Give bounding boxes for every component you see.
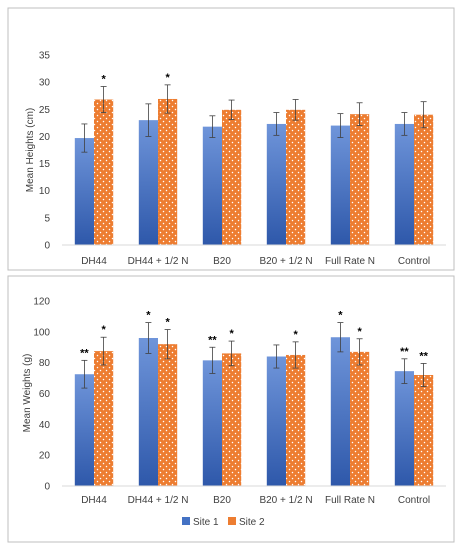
weights-significance-marker: ** (80, 347, 89, 359)
heights-y-tick-label: 0 (44, 241, 50, 252)
weights-bar-site2 (414, 375, 434, 486)
weights-y-tick-label: 0 (44, 482, 50, 493)
weights-y-ticks: 0 20 40 60 80 100 120 (33, 297, 50, 493)
weights-bar-site1 (266, 356, 286, 486)
weights-x-tick-label: Full Rate N (325, 495, 375, 506)
weights-bar-site1 (330, 337, 350, 486)
heights-x-tick-label: DH44 (81, 256, 107, 267)
heights-y-tick-label: 35 (39, 51, 51, 62)
heights-x-tick-labels: DH44 DH44 + 1/2 N B20 B20 + 1/2 N Full Rate … (81, 256, 430, 267)
heights-bar-site2 (222, 109, 242, 245)
heights-bar-site1 (330, 125, 350, 245)
weights-y-tick-label: 40 (39, 420, 51, 431)
heights-significance-marker: * (101, 73, 106, 85)
weights-x-tick-label: B20 (213, 495, 231, 506)
weights-bar-site2 (222, 353, 242, 486)
heights-significance-marker: * (165, 72, 170, 84)
weights-bar-site1 (394, 371, 414, 486)
heights-x-tick-label: DH44 + 1/2 N (128, 256, 189, 267)
heights-bar-site1 (266, 123, 286, 245)
weights-bar-site1 (138, 338, 158, 486)
heights-bar-site1 (138, 120, 158, 245)
heights-bars: * * (74, 72, 434, 246)
weights-x-tick-labels: DH44 DH44 + 1/2 N B20 B20 + 1/2 N Full Rate … (81, 495, 430, 506)
weights-y-tick-label: 80 (39, 358, 51, 369)
heights-x-tick-label: B20 (213, 256, 231, 267)
legend-label-site1: Site 1 (193, 517, 219, 528)
weights-x-tick-label: DH44 + 1/2 N (128, 495, 189, 506)
heights-bar-site1 (394, 123, 414, 245)
weights-bar-site2 (158, 344, 178, 486)
heights-y-tick-label: 5 (44, 213, 50, 224)
weights-bar-site2 (286, 354, 306, 486)
heights-x-tick-label: B20 + 1/2 N (259, 256, 312, 267)
heights-bar-site2 (158, 98, 178, 245)
weights-y-tick-label: 120 (33, 297, 50, 308)
weights-x-tick-label: DH44 (81, 495, 107, 506)
heights-bar-site2 (414, 114, 434, 245)
weights-bar-site1 (202, 360, 222, 486)
heights-bar-site2 (350, 114, 370, 246)
heights-y-tick-label: 25 (39, 105, 51, 116)
heights-x-tick-label: Full Rate N (325, 256, 375, 267)
weights-significance-marker: * (338, 310, 343, 322)
heights-y-tick-label: 20 (39, 132, 51, 143)
weights-y-tick-label: 20 (39, 451, 51, 462)
heights-bar-site2 (286, 109, 306, 245)
weights-bar-site2 (94, 351, 114, 486)
heights-x-tick-label: Control (398, 256, 430, 267)
weights-significance-marker: ** (419, 350, 428, 362)
heights-y-axis-title: Mean Heights (cm) (25, 108, 36, 192)
weights-bars: ******** ***** ** (74, 310, 434, 486)
weights-significance-marker: ** (400, 346, 409, 358)
weights-y-tick-label: 60 (39, 389, 51, 400)
weights-significance-marker: ** (208, 334, 217, 346)
heights-y-tick-label: 30 (39, 78, 51, 89)
weights-significance-marker: * (293, 329, 298, 341)
heights-bar-site2 (94, 99, 114, 245)
legend-swatch-site1 (182, 517, 190, 525)
weights-significance-marker: * (146, 310, 151, 322)
legend: Site 1 Site 2 (182, 517, 265, 528)
heights-y-tick-label: 15 (39, 159, 51, 170)
weights-bar-site2 (350, 351, 370, 486)
heights-bar-site1 (202, 126, 222, 245)
legend-swatch-site2 (228, 517, 236, 525)
weights-x-tick-label: Control (398, 495, 430, 506)
weights-significance-marker: * (165, 317, 170, 329)
weights-significance-marker: * (101, 324, 106, 336)
heights-y-tick-label: 10 (39, 186, 51, 197)
legend-label-site2: Site 2 (239, 517, 265, 528)
heights-bar-site1 (74, 138, 94, 245)
weights-bar-site1 (74, 374, 94, 486)
weights-x-tick-label: B20 + 1/2 N (259, 495, 312, 506)
weights-y-axis-title: Mean Weights (g) (22, 354, 33, 433)
heights-y-ticks: 0 5 10 15 20 25 30 35 (39, 51, 51, 252)
weights-y-tick-label: 100 (33, 327, 50, 338)
weights-significance-marker: * (357, 326, 362, 338)
weights-significance-marker: * (229, 328, 234, 340)
